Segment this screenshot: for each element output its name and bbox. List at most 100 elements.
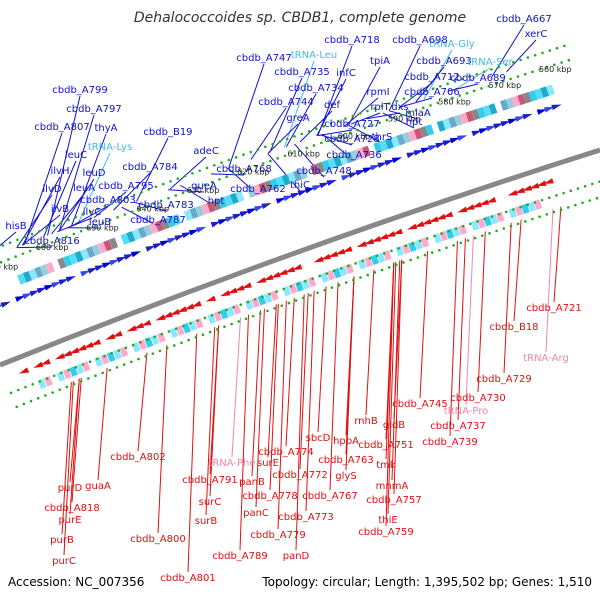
reverse-gene[interactable]	[162, 311, 173, 321]
forward-gene[interactable]	[275, 195, 287, 204]
feature-block[interactable]	[218, 196, 228, 209]
feature-block[interactable]	[195, 205, 205, 217]
feature-block[interactable]	[113, 349, 122, 360]
feature-block[interactable]	[103, 239, 113, 252]
feature-block[interactable]	[517, 93, 527, 106]
reverse-gene[interactable]	[406, 223, 418, 232]
feature-block[interactable]	[229, 192, 239, 205]
feature-block[interactable]	[307, 276, 317, 288]
gene-label[interactable]: cbdb_A784	[122, 162, 177, 173]
forward-gene[interactable]	[22, 290, 33, 300]
feature-block[interactable]	[511, 95, 521, 108]
forward-gene[interactable]	[145, 243, 156, 252]
reverse-gene[interactable]	[514, 187, 526, 196]
feature-block[interactable]	[292, 169, 302, 182]
feature-block[interactable]	[137, 226, 147, 239]
forward-gene[interactable]	[312, 182, 323, 191]
gene-label[interactable]: ilvC	[83, 207, 101, 218]
feature-block[interactable]	[109, 237, 119, 250]
gene-label[interactable]: cbdb_A718	[324, 35, 379, 46]
feature-block[interactable]	[212, 199, 222, 211]
reverse-gene[interactable]	[377, 233, 389, 242]
gene-label[interactable]: cbdb_A762	[230, 184, 285, 195]
feature-block[interactable]	[320, 272, 329, 283]
feature-block[interactable]	[448, 116, 458, 128]
feature-block[interactable]	[251, 297, 260, 308]
gene-label[interactable]: cbdb_A772	[272, 470, 327, 481]
feature-block[interactable]	[150, 334, 160, 346]
forward-gene[interactable]	[246, 206, 258, 215]
feature-block[interactable]	[540, 86, 550, 98]
feature-block[interactable]	[350, 149, 360, 162]
reverse-gene[interactable]	[370, 236, 382, 244]
gene-label[interactable]: cbdb_A759	[358, 527, 413, 538]
gene-label[interactable]: queA	[191, 181, 217, 192]
forward-gene[interactable]	[413, 147, 425, 156]
forward-gene[interactable]	[370, 162, 381, 171]
gene-label[interactable]: tpiA	[370, 56, 390, 67]
forward-gene[interactable]	[232, 211, 243, 220]
gene-label[interactable]: cbdb_A747	[236, 53, 291, 64]
feature-block[interactable]	[157, 332, 166, 343]
reverse-gene[interactable]	[255, 277, 267, 286]
feature-block[interactable]	[442, 118, 452, 130]
feature-block[interactable]	[275, 176, 285, 188]
gene-label[interactable]: cbdb_A721	[526, 303, 581, 314]
feature-block[interactable]	[326, 270, 336, 281]
feature-block[interactable]	[175, 325, 185, 336]
reverse-gene[interactable]	[442, 211, 454, 219]
feature-block[interactable]	[106, 351, 116, 363]
forward-gene[interactable]	[297, 187, 309, 196]
reverse-gene[interactable]	[262, 274, 274, 283]
gene-label[interactable]: cbdb_A799	[52, 85, 107, 96]
feature-block[interactable]	[69, 366, 78, 377]
feature-block[interactable]	[370, 254, 380, 266]
forward-gene[interactable]	[290, 190, 301, 199]
gene-label[interactable]: thiC	[290, 180, 310, 191]
feature-block[interactable]	[281, 174, 291, 186]
reverse-gene[interactable]	[61, 350, 73, 359]
forward-gene[interactable]	[123, 251, 135, 260]
feature-block[interactable]	[477, 218, 486, 229]
forward-gene[interactable]	[391, 155, 403, 164]
forward-gene[interactable]	[29, 288, 40, 297]
forward-gene[interactable]	[217, 216, 229, 225]
reverse-gene[interactable]	[420, 218, 432, 227]
reverse-gene[interactable]	[334, 248, 346, 258]
forward-gene[interactable]	[196, 224, 207, 233]
gene-label[interactable]: leuA	[73, 183, 95, 194]
gene-label[interactable]: cbdb_A801	[160, 573, 215, 584]
feature-block[interactable]	[226, 306, 235, 317]
feature-block[interactable]	[521, 203, 530, 214]
reverse-gene[interactable]	[39, 358, 51, 368]
feature-block[interactable]	[527, 201, 536, 212]
reverse-gene[interactable]	[456, 206, 468, 215]
gene-label[interactable]: cbdb_A667	[496, 14, 551, 25]
feature-block[interactable]	[149, 222, 159, 234]
forward-gene[interactable]	[449, 135, 461, 144]
feature-block[interactable]	[56, 371, 66, 382]
gene-label[interactable]: hppA	[333, 436, 359, 447]
reverse-gene[interactable]	[320, 253, 332, 263]
gene-label[interactable]: cbdb_A816	[24, 236, 79, 247]
forward-gene[interactable]	[261, 200, 272, 209]
forward-gene[interactable]	[435, 140, 446, 149]
forward-gene[interactable]	[522, 111, 533, 120]
reverse-gene[interactable]	[284, 266, 296, 276]
feature-block[interactable]	[131, 228, 142, 241]
gene-label[interactable]: purE	[58, 515, 81, 526]
gene-label[interactable]: cbdb_A768	[216, 164, 271, 175]
gene-label[interactable]: hpt	[406, 117, 423, 128]
gene-label[interactable]: cbdb_A712	[404, 72, 459, 83]
feature-block[interactable]	[200, 203, 211, 215]
forward-gene[interactable]	[355, 167, 367, 176]
gene-label[interactable]: cbdb_A789	[212, 551, 267, 562]
feature-block[interactable]	[402, 132, 412, 144]
feature-block[interactable]	[80, 248, 90, 261]
feature-block[interactable]	[379, 139, 389, 152]
feature-block[interactable]	[508, 207, 518, 219]
feature-block[interactable]	[213, 311, 223, 322]
reverse-gene[interactable]	[269, 271, 281, 281]
feature-block[interactable]	[100, 353, 110, 365]
gene-label[interactable]: surC	[199, 497, 222, 508]
